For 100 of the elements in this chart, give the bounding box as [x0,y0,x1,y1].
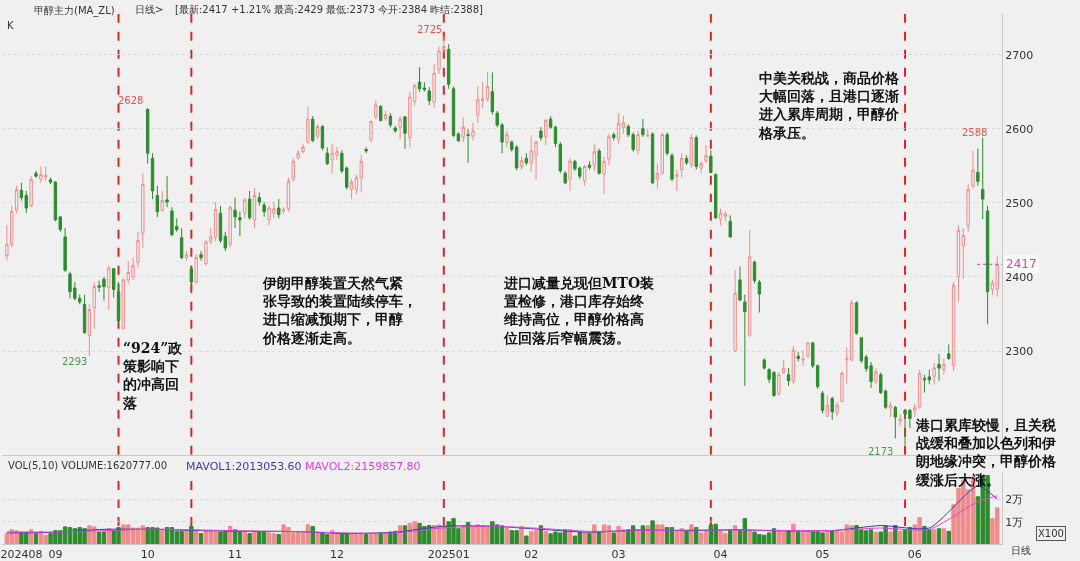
bar [368,533,374,545]
candlestick [111,267,116,299]
candlestick [349,178,354,200]
candlestick [403,115,407,150]
candlestick [621,115,626,135]
candlestick [854,300,859,336]
bar [582,532,587,545]
bar [4,533,10,545]
y-tick-label: 2500 [1005,196,1034,210]
candlestick [369,120,373,143]
candlestick [393,125,397,133]
bar [776,530,782,545]
candlestick [820,390,825,414]
candlestick [48,177,53,185]
candlestick [913,403,917,418]
candlestick [417,66,422,93]
candlestick [743,294,747,387]
chart-title: 甲醇主力(MA_ZL) [34,5,115,17]
line-series [6,495,998,534]
x-tick-label: 10 [140,548,155,561]
candlestick [670,152,674,182]
candlestick [723,211,728,222]
candlestick [247,190,252,221]
candlestick [607,133,611,166]
candlestick [680,152,684,179]
candlestick [709,149,713,174]
candlestick [796,351,800,362]
y-tick-label: 2700 [1005,48,1034,62]
candlestick [641,118,645,138]
x-tick-label: 12 [330,548,344,561]
candlestick [257,191,262,207]
candlestick [616,112,621,145]
bar [742,518,748,545]
candlestick [485,71,490,102]
candlestick [116,281,121,325]
bar [572,535,578,545]
x-tick-label: 06 [907,548,922,561]
bar [504,528,510,545]
candlestick [437,46,441,75]
candlestick [840,370,844,403]
candlestick [490,71,495,116]
candlestick [898,413,902,428]
candlestick [145,107,150,165]
bar [873,531,879,545]
bar [786,530,791,545]
candlestick [874,367,878,385]
candlestick [427,86,431,106]
candlestick [675,168,679,192]
bar [611,532,616,545]
bar [936,528,942,545]
bar [931,529,937,545]
candlestick [995,254,999,298]
x-tick-label: 02 [524,548,539,561]
annotation: 中美关税战，商品价格大幅回落，且港口逐渐进入累库周期，甲醇价格承压。 [758,70,900,141]
candlestick [612,131,616,142]
candlestick [505,130,509,148]
candlestick [733,269,737,353]
bar [96,531,102,545]
bar [587,533,592,545]
bar [698,532,704,545]
candlestick [150,152,155,200]
bar [689,524,694,545]
bar [271,533,277,545]
y-tick-label: 2万 [1005,493,1024,507]
candlestick [63,227,67,273]
bar [266,532,272,545]
bar [747,530,752,545]
candlestick [752,260,757,285]
bar [830,530,835,545]
candlestick [199,250,203,262]
candlestick [893,405,898,439]
candlestick [14,185,19,214]
candlestick [189,265,194,294]
annotation: 进口减量兑现但MTO装置检修，港口库存始终维持高位，甲醇价格高位回落后窄幅震荡。 [503,275,655,346]
bar [946,530,951,545]
candlestick [184,250,189,262]
candlestick [568,157,572,192]
candlestick [442,35,446,53]
ref-line-label: 2417 [1006,257,1037,271]
candlestick [830,396,834,421]
bar [684,530,689,545]
bar [868,529,874,545]
candlestick [141,172,145,249]
candlestick [699,160,703,174]
candlestick [514,144,519,171]
bar [101,531,107,545]
candlestick [728,214,732,239]
bar [247,533,252,545]
candlestick [801,349,805,367]
candlestick [398,115,402,140]
bar [543,530,548,545]
candlestick [981,137,985,220]
text: MAVOL2:2159857.80 [305,460,421,473]
candlestick [791,345,796,385]
candlestick [786,367,791,387]
x-tick-label: 11 [228,548,243,561]
candlestick [364,146,368,154]
annotation: 2725 [417,24,443,35]
y-tick-label: 1万 [1005,515,1024,529]
text: 日线 [1011,545,1031,556]
